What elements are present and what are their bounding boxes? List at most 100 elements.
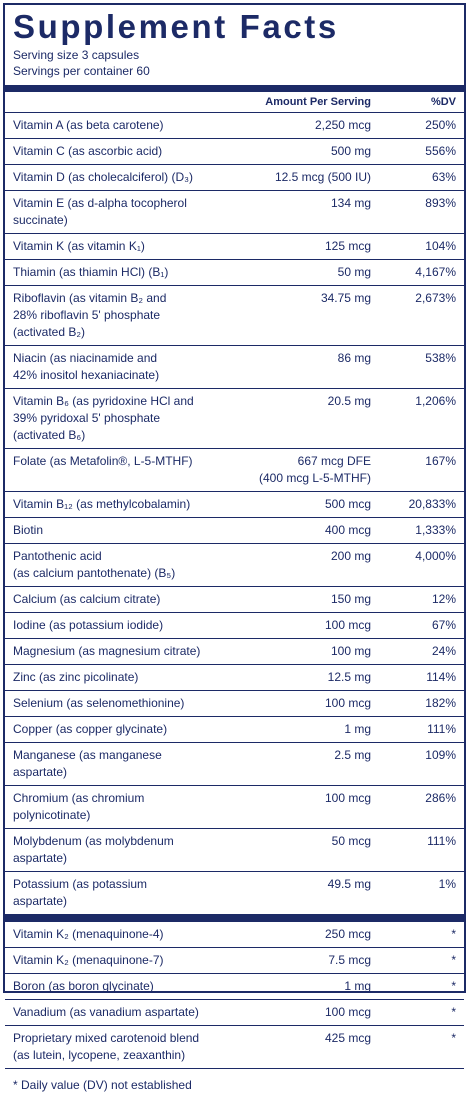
amount: 400 mcg <box>201 522 371 539</box>
name-line: 39% pyridoxal 5' phosphate (activated B₆… <box>13 411 161 442</box>
amount-heading: Amount Per Serving <box>265 96 371 108</box>
nutrient-name: Folate (as Metafolin®, L-5-MTHF) <box>13 453 201 487</box>
amount: 134 mg <box>201 195 371 229</box>
amount-line: 250 mcg <box>324 927 371 941</box>
amount: 34.75 mg <box>201 290 371 341</box>
amount: 425 mcg <box>201 1030 371 1064</box>
name-line: Vitamin A (as beta carotene) <box>13 118 164 132</box>
name-line: (as lutein, lycopene, zeaxanthin) <box>13 1048 186 1062</box>
amount: 2.5 mg <box>201 747 371 781</box>
amount-line: 100 mcg <box>324 696 371 710</box>
nutrient-name: Vitamin K₂ (menaquinone-7) <box>13 952 201 969</box>
amount: 500 mcg <box>201 496 371 513</box>
name-line: 42% inositol hexaniacinate) <box>13 368 160 382</box>
nutrient-row: Iodine (as potassium iodide) 100 mcg 67% <box>5 613 464 639</box>
name-line: Magnesium (as magnesium citrate) <box>13 644 201 658</box>
nutrient-name: Boron (as boron glycinate) <box>13 978 201 995</box>
daily-value: 4,167% <box>415 265 456 279</box>
nutrient-row: Potassium (as potassium aspartate) 49.5 m… <box>5 872 464 915</box>
nutrient-row: Vitamin C (as ascorbic acid) 500 mg 556% <box>5 139 464 165</box>
amount-line: 400 mcg <box>324 523 371 537</box>
thick-rule <box>5 915 464 922</box>
daily-value: 893% <box>425 196 456 210</box>
amount: 49.5 mg <box>201 876 371 910</box>
nutrient-name: Magnesium (as magnesium citrate) <box>13 643 201 660</box>
amount-line: 7.5 mcg <box>328 953 371 967</box>
amount-line: 86 mg <box>337 351 371 365</box>
amount-line: 100 mcg <box>324 618 371 632</box>
daily-value: * <box>451 1031 456 1045</box>
nutrient-row: Niacin (as niacinamide and 42% inositol h… <box>5 346 464 389</box>
amount: 7.5 mcg <box>201 952 371 969</box>
amount: 200 mg <box>201 548 371 582</box>
amount-line: 34.75 mg <box>320 291 371 305</box>
nutrient-row: Boron (as boron glycinate) 1 mg * <box>5 974 464 1000</box>
amount: 100 mcg <box>201 617 371 634</box>
name-line: Vitamin D (as cholecalciferol) (D₃) <box>13 170 194 184</box>
nutrient-name: Calcium (as calcium citrate) <box>13 591 201 608</box>
name-line: Copper (as copper glycinate) <box>13 722 168 736</box>
name-line: Zinc (as zinc picolinate) <box>13 670 139 684</box>
daily-value: 104% <box>425 239 456 253</box>
amount-line: 500 mg <box>330 144 371 158</box>
amount-line: 2.5 mg <box>334 748 371 762</box>
amount-line: 100 mcg <box>324 791 371 805</box>
nutrient-row: Magnesium (as magnesium citrate) 100 mg 24… <box>5 639 464 665</box>
supplement-facts-panel: Supplement Facts Serving size 3 capsules… <box>3 3 466 1092</box>
daily-value: 111% <box>427 834 456 848</box>
nutrient-row: Copper (as copper glycinate) 1 mg 111% <box>5 717 464 743</box>
amount-line: 49.5 mg <box>327 877 371 891</box>
daily-value: 250% <box>425 118 456 132</box>
nutrient-row: Manganese (as manganese aspartate) 2.5 mg… <box>5 743 464 786</box>
nutrient-name: Pantothenic acid (as calcium pantothenate… <box>13 548 201 582</box>
nutrient-name: Vitamin E (as d-alpha tocopherol succina… <box>13 195 201 229</box>
name-line: Vanadium (as vanadium aspartate) <box>13 1005 199 1019</box>
nutrient-name: Vitamin B₁₂ (as methylcobalamin) <box>13 496 201 513</box>
daily-value: 2,673% <box>415 291 456 305</box>
nutrient-row: Biotin 400 mcg 1,333% <box>5 518 464 544</box>
amount: 250 mcg <box>201 926 371 943</box>
amount-line: 125 mcg <box>324 239 371 253</box>
nutrient-list: Vitamin A (as beta carotene) 2,250 mcg 250… <box>5 113 464 1069</box>
amount-line: 1 mg <box>344 722 371 736</box>
amount-line: 12.5 mg <box>327 670 371 684</box>
amount: 125 mcg <box>201 238 371 255</box>
nutrient-name: Vanadium (as vanadium aspartate) <box>13 1004 201 1021</box>
nutrient-row: Calcium (as calcium citrate) 150 mg 12% <box>5 587 464 613</box>
name-line: Manganese (as manganese aspartate) <box>13 748 162 779</box>
nutrient-name: Zinc (as zinc picolinate) <box>13 669 201 686</box>
nutrient-row: Selenium (as selenomethionine) 100 mcg 182… <box>5 691 464 717</box>
nutrient-row: Vitamin K₂ (menaquinone-7) 7.5 mcg * <box>5 948 464 974</box>
daily-value: 182% <box>425 696 456 710</box>
nutrient-name: Iodine (as potassium iodide) <box>13 617 201 634</box>
nutrient-row: Riboflavin (as vitamin B₂ and 28% ribofla… <box>5 286 464 346</box>
amount-line: 200 mg <box>330 549 371 563</box>
name-line: Selenium (as selenomethionine) <box>13 696 185 710</box>
amount-line: 134 mg <box>330 196 371 210</box>
name-line: Vitamin B₁₂ (as methylcobalamin) <box>13 497 191 511</box>
nutrient-row: Chromium (as chromium polynicotinate) 100… <box>5 786 464 829</box>
daily-value: 4,000% <box>415 549 456 563</box>
amount-line: 150 mg <box>330 592 371 606</box>
name-line: Iodine (as potassium iodide) <box>13 618 164 632</box>
name-line: Vitamin E (as d-alpha tocopherol succina… <box>13 196 187 227</box>
nutrient-name: Thiamin (as thiamin HCl) (B₁) <box>13 264 201 281</box>
amount: 1 mg <box>201 978 371 995</box>
nutrient-name: Molybdenum (as molybdenum aspartate) <box>13 833 201 867</box>
amount-line: 20.5 mg <box>327 394 371 408</box>
daily-value: * <box>451 953 456 967</box>
daily-value: 63% <box>431 170 456 184</box>
footnote: * Daily value (DV) not established <box>13 1078 192 1092</box>
name-line: Vitamin B₆ (as pyridoxine HCl and <box>13 394 194 408</box>
amount: 50 mg <box>201 264 371 281</box>
amount-line: 100 mg <box>330 644 371 658</box>
nutrient-name: Riboflavin (as vitamin B₂ and 28% ribofla… <box>13 290 201 341</box>
name-line: Thiamin (as thiamin HCl) (B₁) <box>13 265 169 279</box>
amount: 500 mg <box>201 143 371 160</box>
nutrient-name: Selenium (as selenomethionine) <box>13 695 201 712</box>
dv-heading: %DV <box>430 96 456 108</box>
nutrient-row: Vanadium (as vanadium aspartate) 100 mcg * <box>5 1000 464 1026</box>
amount: 12.5 mcg (500 IU) <box>201 169 371 186</box>
nutrient-row: Vitamin D (as cholecalciferol) (D₃) 12.5 … <box>5 165 464 191</box>
name-line: Biotin <box>13 523 44 537</box>
